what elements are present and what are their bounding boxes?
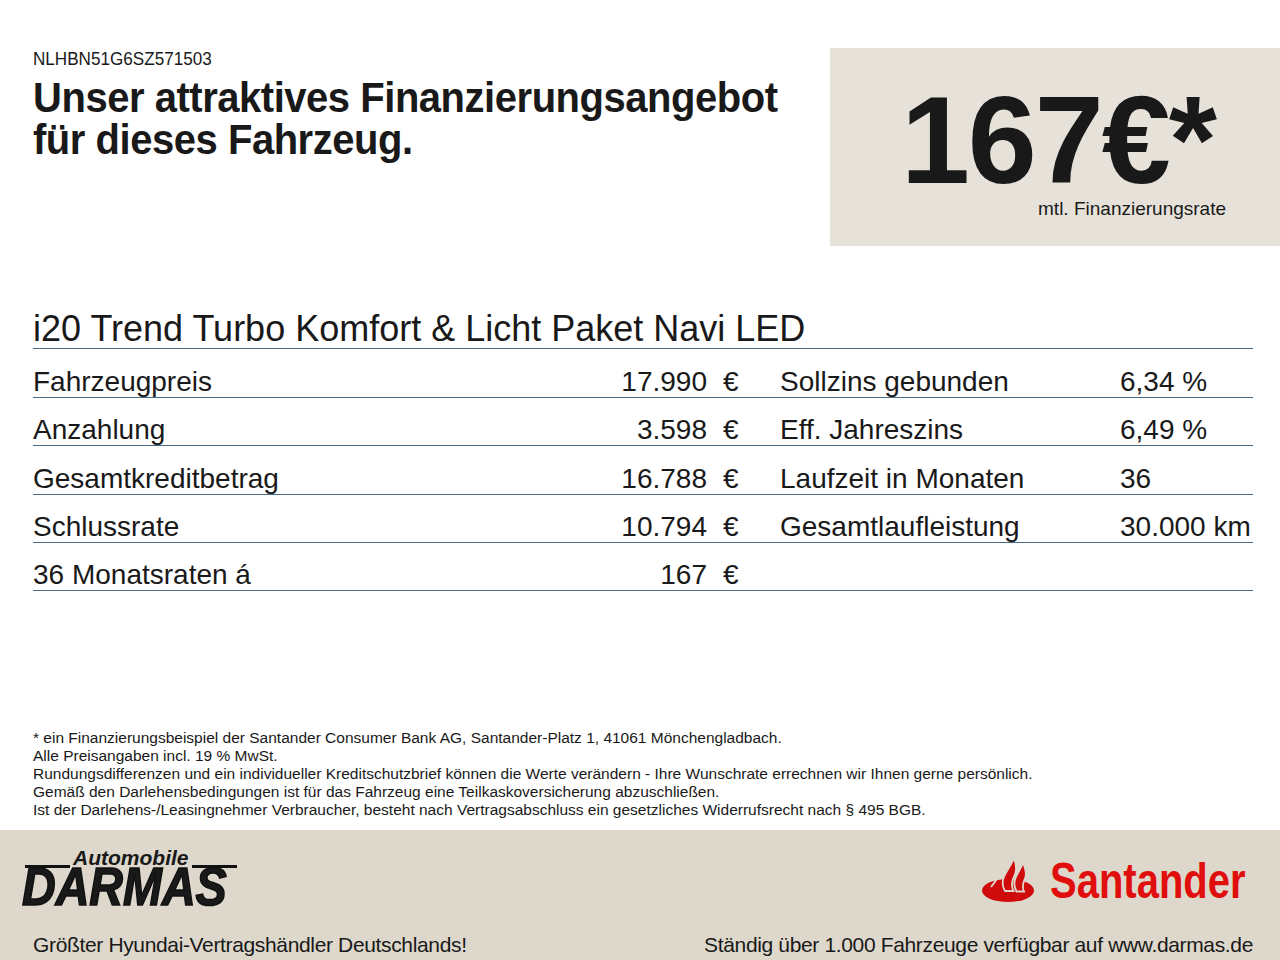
table-row: Fahrzeugpreis 17.990 € Sollzins gebunden… bbox=[33, 350, 1253, 398]
table-row: Schlussrate 10.794 € Gesamtlaufleistung … bbox=[33, 495, 1253, 543]
vin-number: NLHBN51G6SZ571503 bbox=[33, 49, 212, 68]
row-unit: € bbox=[723, 513, 739, 541]
row-unit: € bbox=[723, 368, 739, 396]
santander-flame-icon bbox=[982, 858, 1038, 902]
footer-left-text: Größter Hyundai-Vertragshändler Deutschl… bbox=[33, 934, 467, 955]
row-value: 167 bbox=[413, 561, 707, 589]
row-value: 3.598 bbox=[413, 416, 707, 444]
row-value: 16.788 bbox=[413, 465, 707, 493]
monthly-rate-value: 167€* bbox=[901, 78, 1215, 202]
monthly-rate-box: 167€* mtl. Finanzierungsrate bbox=[830, 48, 1280, 246]
fine-print: * ein Finanzierungsbeispiel der Santande… bbox=[33, 729, 1032, 819]
table-row: Anzahlung 3.598 € Eff. Jahreszins 6,49 % bbox=[33, 398, 1253, 446]
row-label: Schlussrate bbox=[33, 513, 179, 541]
row-value-right: 30.000 km bbox=[1120, 513, 1251, 541]
row-unit: € bbox=[723, 561, 739, 589]
footer-right-text: Ständig über 1.000 Fahrzeuge verfügbar a… bbox=[704, 934, 1253, 955]
monthly-rate-caption: mtl. Finanzierungsrate bbox=[1038, 198, 1226, 220]
fine-print-line: Gemäß den Darlehensbedingungen ist für d… bbox=[33, 783, 1032, 801]
page-title-line1: Unser attraktives Finanzierungsangebot bbox=[33, 76, 778, 118]
fine-print-line: * ein Finanzierungsbeispiel der Santande… bbox=[33, 729, 1032, 747]
row-label: Fahrzeugpreis bbox=[33, 368, 212, 396]
row-label: Gesamtkreditbetrag bbox=[33, 465, 279, 493]
row-value-right: 6,49 % bbox=[1120, 416, 1207, 444]
santander-logo-text: Santander bbox=[1050, 856, 1246, 906]
row-value-right: 6,34 % bbox=[1120, 368, 1207, 396]
car-title-underline bbox=[33, 348, 1253, 350]
finance-table: Fahrzeugpreis 17.990 € Sollzins gebunden… bbox=[33, 350, 1253, 591]
row-label-right: Sollzins gebunden bbox=[780, 368, 1009, 396]
car-title: i20 Trend Turbo Komfort & Licht Paket Na… bbox=[33, 309, 805, 349]
table-row: 36 Monatsraten á 167 € bbox=[33, 543, 1253, 591]
table-row: Gesamtkreditbetrag 16.788 € Laufzeit in … bbox=[33, 446, 1253, 494]
row-value: 17.990 bbox=[413, 368, 707, 396]
row-value: 10.794 bbox=[413, 513, 707, 541]
row-value-right: 36 bbox=[1120, 465, 1151, 493]
fine-print-line: Alle Preisangaben incl. 19 % MwSt. bbox=[33, 747, 1032, 765]
row-unit: € bbox=[723, 465, 739, 493]
fine-print-line: Ist der Darlehens-/Leasingnehmer Verbrau… bbox=[33, 801, 1032, 819]
row-label-right: Gesamtlaufleistung bbox=[780, 513, 1020, 541]
footer: Automobile DARMAS Größter Hyundai-Vertra… bbox=[0, 830, 1280, 960]
row-unit: € bbox=[723, 416, 739, 444]
row-label-right: Laufzeit in Monaten bbox=[780, 465, 1024, 493]
page-title-line2: für dieses Fahrzeug. bbox=[33, 118, 778, 160]
page-title: Unser attraktives Finanzierungsangebot f… bbox=[33, 76, 778, 160]
row-label: 36 Monatsraten á bbox=[33, 561, 251, 589]
darmas-logo: DARMAS bbox=[22, 860, 227, 913]
row-label: Anzahlung bbox=[33, 416, 165, 444]
fine-print-line: Rundungsdifferenzen und ein individuelle… bbox=[33, 765, 1032, 783]
row-label-right: Eff. Jahreszins bbox=[780, 416, 963, 444]
